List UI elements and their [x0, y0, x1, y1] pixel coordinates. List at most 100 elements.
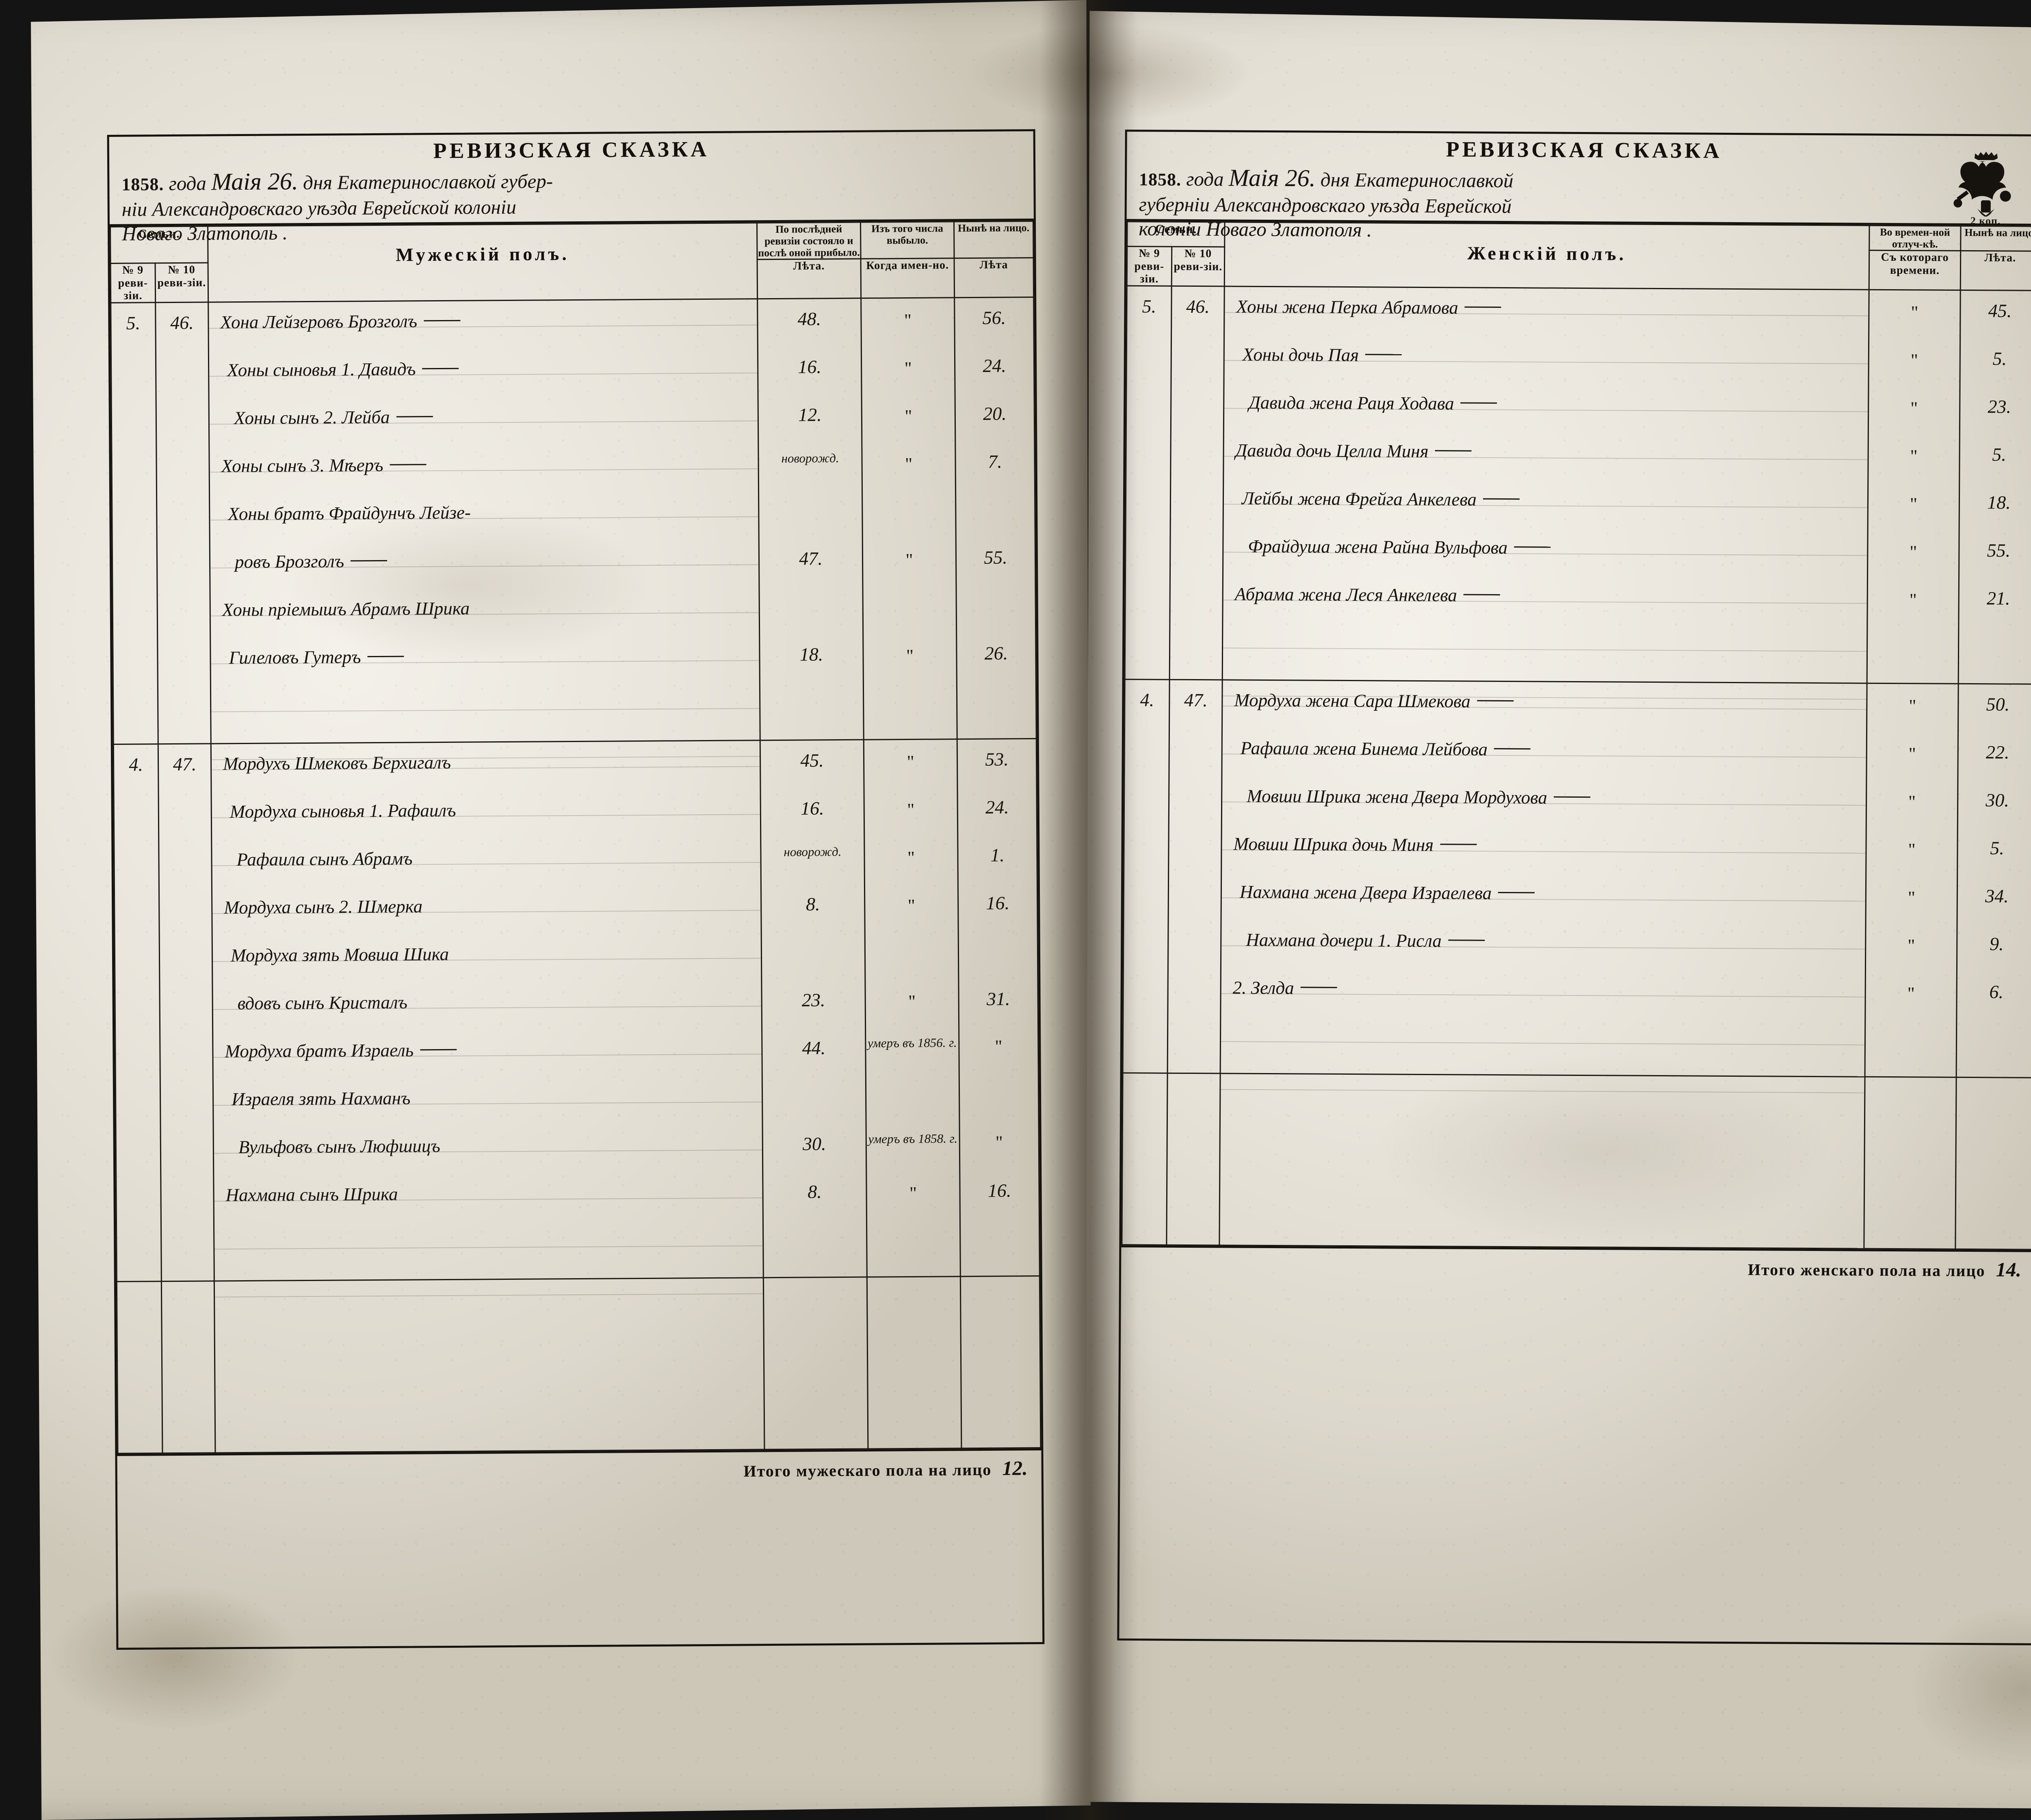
person-name: Хоны жена Перка Абрамова [1236, 296, 1501, 318]
person-name: Нахмана дочери 1. Рисла [1246, 929, 1485, 952]
age-now: 16. [987, 1180, 1011, 1201]
age-now: 30. [1986, 790, 2009, 811]
age-previous: 16. [800, 798, 824, 819]
person-name: Рафаила жена Бинема Лейбова [1241, 738, 1531, 760]
ditto-mark: " [1908, 935, 1915, 956]
age-previous: 8. [805, 894, 820, 915]
temporarily-absent-cell: " " " " " " " [1865, 683, 1959, 1078]
person-name: Нахмана сынъ Шрика [225, 1184, 398, 1205]
person-name: Мордуха братъ Израель [225, 1039, 457, 1062]
age-now: 24. [985, 796, 1009, 818]
name-filler-rule [1365, 354, 1402, 356]
person-name: Израеля зять Нахманъ [231, 1088, 411, 1110]
person-names-cell: Мордухъ Шмековъ Берхигалъ Мордуха сыновья… [211, 740, 764, 1298]
age-now: 53. [985, 749, 1009, 770]
preamble-day-word: дня [303, 171, 333, 194]
ditto-mark: " [1907, 983, 1915, 1004]
ditto-mark: " [1908, 792, 1916, 812]
left-subheader-rev9: № 9 реви-зіи. [110, 263, 156, 303]
name-filler-rule [1435, 450, 1472, 452]
age-previous: 8. [808, 1181, 822, 1202]
age-now: 9. [1989, 933, 2004, 954]
family-block: 5. 46. Хоны жена Перка Абрамова Хоны дочь П… [1125, 286, 2031, 700]
departed-when-cell: " " " " " умеръ въ 1856. г. умеръ въ 1858. г. " [864, 739, 961, 1277]
person-name: Мордуха зять Мовша Шика [230, 944, 449, 966]
family-number-10th-revision: 47. [1167, 680, 1223, 1074]
left-footer-total: 12. [1002, 1456, 1028, 1480]
name-filler-rule [1514, 546, 1551, 548]
ditto-mark: " [908, 991, 916, 1012]
age-now: 21. [1986, 588, 2010, 609]
person-name: ровъ Брозголъ [235, 550, 388, 572]
name-filler-rule [396, 416, 433, 418]
departed-when-cell: " " " " " " [861, 298, 957, 740]
preamble-line3: колоніи Новаго Златополя . [1139, 217, 1372, 241]
person-name: Абрама жена Леся Анкелева [1235, 584, 1501, 606]
ditto-mark: " [906, 646, 914, 666]
person-name: Вульфовъ сынъ Люфшицъ [238, 1136, 440, 1158]
family-block: 5. 46. Хона Лейзеровъ Брозголъ Хоны сыновья… [110, 297, 1037, 760]
empty-register-rows [117, 1276, 1041, 1454]
age-previous: 45. [800, 750, 824, 771]
preamble-day-word: дня [1320, 168, 1350, 191]
age-previous: 30. [802, 1133, 826, 1155]
name-filler-rule [351, 560, 388, 561]
name-filler-rule [390, 463, 427, 465]
ditto-mark: " [1910, 398, 1918, 418]
ditto-mark: " [907, 800, 915, 820]
ditto-mark: " [1910, 494, 1918, 514]
family-number-9th-revision: 5. [1125, 286, 1172, 680]
age-previous: 12. [798, 404, 822, 426]
preamble-year-word: года [169, 172, 207, 195]
empty-cell [161, 1281, 215, 1454]
ditto-mark: " [905, 550, 913, 570]
revision-tale-left-page: РЕВИЗСКАЯ СКАЗКА 1858. года Маія 26. дня… [107, 129, 1045, 1650]
age-now: 18. [1987, 492, 2011, 513]
age-now: 5. [1992, 444, 2006, 465]
person-name: 2. Зелда [1233, 977, 1337, 999]
person-name: Хоны дочь Пая [1243, 344, 1402, 366]
person-names-cell: Хоны жена Перка Абрамова Хоны дочь Пая Дав… [1222, 286, 1869, 700]
person-name: Хоны сынъ 2. Лейба [234, 407, 433, 429]
age-previous-revision-cell: 48. 16. 12. новорожд. 47. 18. [757, 298, 864, 741]
person-names-cell: Хона Лейзеровъ Брозголъ Хоны сыновья 1. Д… [208, 299, 760, 760]
preamble-line1-rest: Екатеринославкой [1354, 169, 1514, 192]
revision-tale-right-page: РЕВИЗСКАЯ СКАЗКА 1858. года Маія 26. дня… [1117, 130, 2031, 1645]
age-previous-revision-cell: 45. 16. новорожд. 8. 23. 44. 30. 8. [760, 740, 867, 1278]
ditto-mark: " [907, 752, 914, 772]
age-now: 5. [1992, 348, 2007, 369]
name-filler-rule [1494, 748, 1531, 750]
age-now: " [995, 1037, 1003, 1057]
name-filler-rule [1448, 939, 1485, 941]
name-filler-rule [1300, 987, 1337, 989]
person-name: Хоны сыновья 1. Давидъ [227, 358, 459, 381]
ditto-mark: " [1909, 590, 1917, 610]
person-name: Давида жена Раця Ходава [1249, 392, 1497, 414]
ditto-mark: " [1908, 887, 1915, 908]
right-page-title: РЕВИЗСКАЯ СКАЗКА [1446, 137, 1722, 163]
left-page-preamble: 1858. года Маія 26. дня Екатеринославкой… [109, 160, 1034, 246]
departure-note: умеръ въ 1858. г. [868, 1131, 958, 1147]
age-now-cell: 45. 5. 23. 5. 18. 55. 21. [1958, 290, 2031, 684]
ditto-mark: " [904, 358, 912, 379]
book-leaf-right [1085, 11, 2031, 1809]
age-now: 24. [983, 355, 1007, 377]
name-filler-rule [1460, 402, 1497, 404]
age-previous: 18. [799, 644, 823, 665]
ditto-mark: " [1911, 302, 1918, 322]
name-filler-rule [420, 1049, 457, 1050]
book-leaf-left [31, 0, 1091, 1820]
person-name: вдовъ сынъ Кристалъ [237, 992, 408, 1014]
name-filler-rule [422, 368, 459, 369]
right-page-preamble: 1858. года Маія 26. дня Екатеринославкой… [1126, 160, 2031, 245]
person-name: Мордуха сынъ 2. Шмерка [224, 896, 423, 918]
person-name: Мовши Шрика жена Двера Мордухова [1247, 786, 1590, 808]
age-now: 31. [986, 988, 1010, 1010]
empty-cell [867, 1277, 961, 1449]
age-now: 16. [986, 892, 1010, 914]
age-previous: 48. [797, 308, 821, 330]
empty-cell [1864, 1077, 1957, 1249]
ditto-mark: " [1908, 744, 1916, 764]
left-footer-total-row: Итого мужескаго пола на лицо 12. [117, 1448, 1041, 1490]
family-number-9th-revision: 4. [113, 744, 162, 1282]
